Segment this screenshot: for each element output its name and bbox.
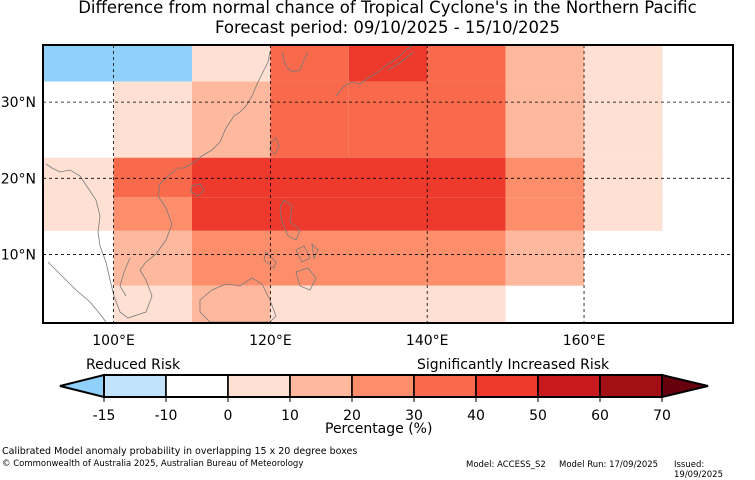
probability-cell [584,197,663,231]
coastline-japan [335,43,421,97]
coastline-indochina [45,163,179,319]
colorbar-under-triangle [59,373,105,399]
probability-cell [505,45,585,82]
colorbar-bin [103,374,167,398]
colorbar-axis-label: Percentage (%) [325,421,433,437]
lon-label: 160°E [563,333,606,349]
map-canvas: 30°N 20°N 10°N 100°E 120°E 140°E 160°E -15 -10… [1,43,734,424]
colorbar-tick-label: 30 [405,408,423,424]
footer-issued: Issued: 19/09/2025 [674,460,723,480]
colorbar-bin [413,374,477,398]
probability-cell [662,285,733,323]
probability-cell [427,45,506,82]
colorbar-bin [537,374,601,398]
colorbar-tick-label: 40 [467,408,485,424]
probability-cell [584,81,663,158]
probability-cell [43,197,114,231]
colorbar-bin [599,374,663,398]
probability-cell [191,197,506,231]
coastline-luzon [279,199,301,241]
probability-cell [505,197,585,231]
coastline-palawan [263,251,277,269]
colorbar-bin [351,374,415,398]
lat-label: 30°N [1,95,36,111]
probability-cell [113,157,192,198]
probability-cell [348,45,428,82]
footer-copyright: © Commonwealth of Australia 2025, Austra… [2,459,304,469]
map-frame [42,44,734,324]
probability-cell [191,45,271,82]
colorbar-tick-label: 20 [343,408,361,424]
colorbar-tick-label: 0 [224,408,233,424]
colorbar-bin [227,374,291,398]
coastline-hainan [190,183,205,197]
probability-cell [113,230,192,286]
forecast-period: Forecast period: 09/10/2025 - 15/10/2025 [214,18,561,37]
coastline-borneo [199,277,277,323]
colorbar-bin [165,374,229,398]
probability-cells [43,45,733,323]
colorbar-tick-label: 60 [591,408,609,424]
probability-cell [270,285,506,323]
colorbar-tick-label: -10 [155,408,178,424]
probability-cell [505,230,585,286]
probability-cell [191,285,271,323]
colorbar-over-triangle [661,373,709,399]
colorbar-ticks: -15 -10 0 10 20 30 40 50 60 70 [93,397,671,424]
coastline-mindanao [295,267,317,291]
coastline-gulf-thailand [119,257,131,297]
coastlines [45,43,421,323]
gridlines [43,45,733,323]
probability-cell [270,81,349,158]
colorbar: -15 -10 0 10 20 30 40 50 60 70 [59,373,709,424]
coastline-visayas [295,242,319,263]
coastline-japan-north [387,51,415,71]
colorbar-tick-label: -15 [93,408,116,424]
chart-title: Difference from normal chance of Tropica… [78,0,697,17]
probability-cell [191,157,506,198]
probability-cell [270,45,349,82]
colorbar-tick-label: 10 [281,408,299,424]
reduced-risk-label: Reduced Risk [86,357,181,373]
footer-model-run: Model Run: 17/09/2025 [559,460,659,470]
colorbar-bin [289,374,353,398]
lon-label: 120°E [249,333,292,349]
colorbar-tick-label: 70 [653,408,671,424]
colorbar-tick-label: 50 [529,408,547,424]
probability-cell [113,285,192,323]
probability-cell [191,230,506,286]
coastline-korea [281,51,309,73]
coastline-sumatra [47,261,107,323]
lat-label: 10°N [1,247,36,263]
probability-cell [584,45,663,82]
coastline-china [178,51,271,169]
lon-label: 140°E [406,333,449,349]
colorbar-bin [475,374,539,398]
probability-cell [43,45,192,82]
probability-cell [505,157,585,198]
lon-label: 100°E [92,333,135,349]
probability-cell [505,81,585,158]
probability-cell [113,197,192,231]
colorbar-frame [103,374,663,398]
footer-description: Calibrated Model anomaly probability in … [2,446,358,457]
footer-model: Model: ACCESS_S2 [466,460,546,470]
lat-label: 20°N [1,171,36,187]
longitude-labels: 100°E 120°E 140°E 160°E [92,333,605,349]
probability-cell [113,81,192,158]
increased-risk-label: Significantly Increased Risk [417,357,610,373]
latitude-labels: 30°N 20°N 10°N [1,95,36,263]
probability-cell [584,157,663,198]
probability-cell [43,157,114,198]
